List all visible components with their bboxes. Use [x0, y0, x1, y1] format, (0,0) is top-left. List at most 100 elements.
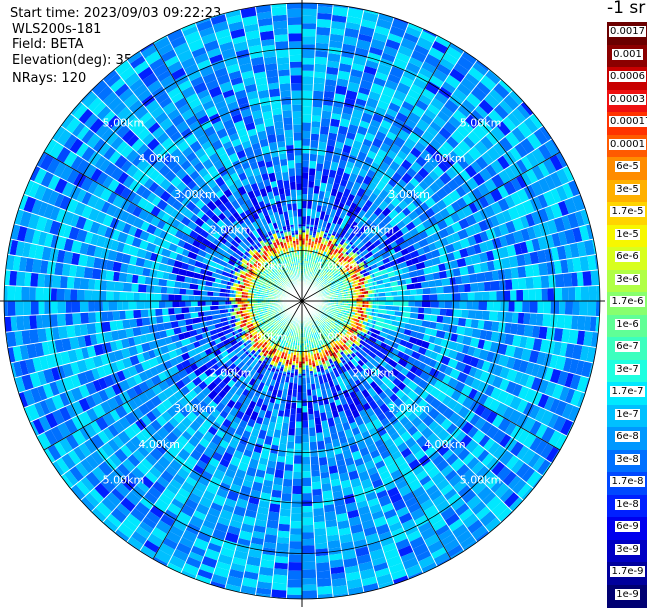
- scan-cell: [453, 309, 462, 318]
- scan-cell: [295, 428, 302, 436]
- scan-cell: [309, 161, 317, 169]
- scan-cell: [487, 301, 493, 311]
- scan-cell: [302, 91, 313, 99]
- scan-cell: [516, 289, 523, 301]
- scan-cell: [377, 297, 379, 301]
- scan-cell: [547, 288, 554, 301]
- scan-cell: [302, 545, 315, 554]
- scan-cell: [430, 287, 437, 294]
- scan-cell: [489, 291, 496, 301]
- scan-cell: [302, 230, 306, 232]
- scan-cell: [446, 309, 454, 317]
- scan-cell: [302, 107, 312, 115]
- scan-cell: [302, 517, 314, 525]
- scan-cell: [538, 262, 548, 276]
- scan-cell: [575, 286, 581, 301]
- scan-cell: [530, 301, 538, 313]
- scan-cell: [554, 287, 562, 301]
- scan-cell: [311, 476, 321, 482]
- scan-cell: [559, 301, 565, 315]
- scan-cell: [313, 83, 325, 91]
- scan-cell: [464, 283, 471, 292]
- scan-cell: [302, 71, 314, 77]
- scan-cell: [302, 471, 311, 478]
- scan-cell: [529, 289, 536, 301]
- scan-cell: [310, 147, 318, 154]
- scan-cell: [302, 399, 307, 406]
- scan-cell: [302, 228, 306, 230]
- scan-cell: [302, 64, 314, 71]
- scan-cell: [542, 314, 550, 327]
- scan-cell: [475, 310, 482, 320]
- scan-cell: [289, 541, 302, 549]
- scan-cell: [458, 284, 464, 293]
- scan-cell: [274, 469, 284, 478]
- scan-cell: [288, 554, 302, 562]
- scan-cell: [440, 308, 447, 316]
- scan-cell: [315, 543, 328, 550]
- scan-cell: [287, 579, 302, 588]
- scan-cell: [311, 464, 320, 470]
- scan-cell: [525, 277, 533, 289]
- scan-cell: [577, 315, 585, 330]
- scan-cell: [309, 436, 317, 442]
- scan-cell: [314, 535, 327, 544]
- scan-cell: [302, 29, 316, 37]
- scan-cell: [321, 110, 332, 119]
- scan-cell: [302, 590, 318, 598]
- scan-cell: [310, 450, 319, 457]
- scan-cell: [571, 315, 578, 330]
- scan-cell: [316, 19, 331, 28]
- scan-cell: [287, 441, 295, 449]
- scan-cell: [484, 271, 493, 282]
- scan-cell: [518, 312, 525, 324]
- scan-cell: [302, 372, 306, 374]
- scan-cell: [302, 3, 318, 9]
- scan-cell: [430, 294, 438, 301]
- scan-cell: [279, 516, 291, 525]
- scan-cell: [504, 290, 511, 301]
- scan-cell: [302, 585, 317, 591]
- scan-cell: [287, 571, 302, 580]
- scan-cell: [302, 486, 312, 493]
- scan-cell: [317, 586, 333, 595]
- scan-cell: [455, 276, 462, 285]
- scan-cell: [302, 85, 313, 91]
- scan-cell: [302, 569, 317, 578]
- scan-cell: [422, 294, 430, 301]
- scan-cell: [314, 521, 326, 529]
- scan-cell: [302, 412, 308, 421]
- scan-cell: [302, 457, 311, 465]
- scan-cell: [287, 435, 295, 442]
- scan-cell: [295, 422, 302, 428]
- scan-cell: [415, 301, 422, 307]
- scan-cell: [302, 153, 310, 160]
- scan-cell: [375, 301, 377, 305]
- scan-cell: [422, 301, 431, 308]
- scan-cell: [466, 301, 472, 310]
- scan-cell: [288, 428, 295, 436]
- scan-cell: [510, 290, 516, 301]
- scan-cell: [326, 526, 339, 536]
- scan-cell: [525, 265, 534, 278]
- scan-cell: [302, 131, 311, 139]
- scan-cell: [296, 414, 302, 422]
- scan-cell: [298, 370, 302, 372]
- scan-cell: [312, 482, 322, 490]
- scan-cell: [472, 301, 478, 310]
- scan-cell: [373, 301, 375, 305]
- scan-cell: [310, 134, 319, 141]
- scan-cell: [302, 173, 309, 179]
- scan-cell: [324, 504, 336, 512]
- scan-cell: [310, 140, 319, 148]
- scan-cell: [518, 278, 527, 290]
- scan-cell: [277, 456, 286, 463]
- scan-cell: [319, 465, 329, 473]
- scan-cell: [302, 138, 311, 145]
- scan-cell: [302, 465, 311, 472]
- scan-cell: [321, 483, 332, 492]
- scan-cell: [308, 414, 315, 420]
- scan-cell: [276, 543, 289, 552]
- scan-cell: [373, 297, 375, 301]
